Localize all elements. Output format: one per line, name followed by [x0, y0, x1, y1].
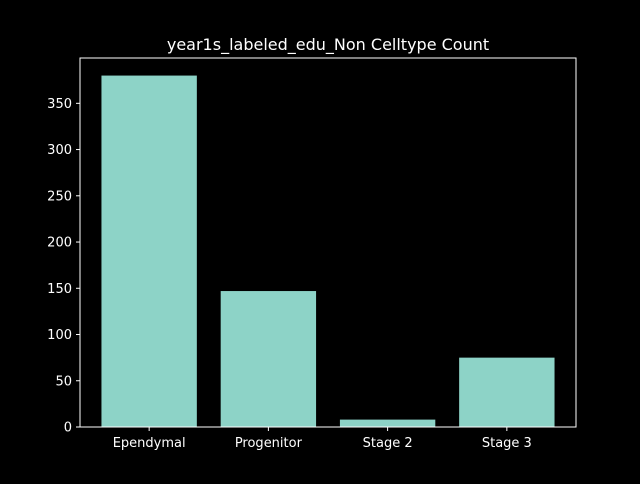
plot-frame [79, 57, 577, 428]
x-tick-label: Stage 2 [363, 436, 413, 451]
x-tick-label: Ependymal [113, 436, 186, 451]
bar-stage-2 [339, 419, 436, 427]
y-tick-label: 150 [47, 282, 72, 297]
bars-layer [101, 75, 555, 427]
x-tick-label: Progenitor [235, 436, 303, 451]
y-tick-label: 250 [47, 189, 72, 204]
chart-title: year1s_labeled_edu_Non Celltype Count [167, 35, 489, 55]
bar-ependymal [101, 75, 197, 427]
y-tick-label: 100 [47, 328, 72, 343]
y-tick-label: 350 [47, 97, 72, 112]
x-tick-label: Stage 3 [482, 436, 532, 451]
bar-progenitor [220, 291, 317, 427]
y-tick-label: 300 [47, 143, 72, 158]
axes-layer: Ependymal Progenitor Stage 2 Stage 3 0 50 100 1… [47, 57, 577, 451]
bar-stage-3 [459, 357, 555, 427]
y-tick-label: 200 [47, 236, 72, 251]
y-tick-label: 0 [64, 421, 72, 436]
y-tick-label: 50 [55, 374, 72, 389]
